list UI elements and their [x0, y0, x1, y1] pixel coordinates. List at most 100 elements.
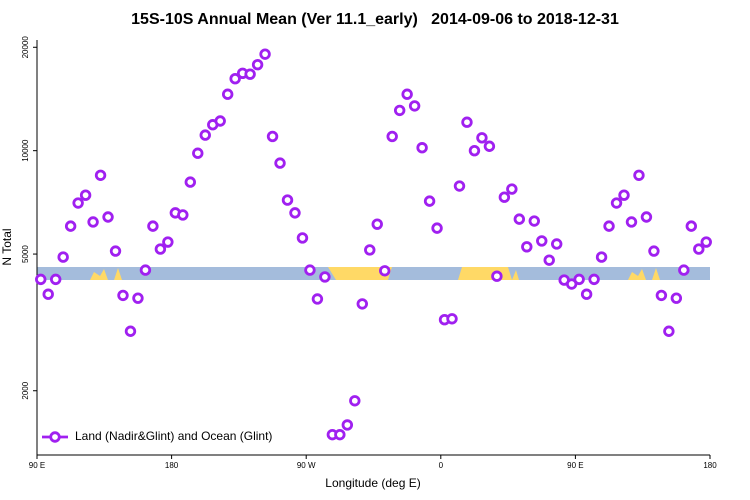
data-point	[693, 243, 705, 255]
data-point	[618, 189, 630, 201]
land-ocean-strip	[37, 267, 710, 280]
data-point	[364, 244, 376, 256]
data-point	[221, 88, 234, 100]
data-point	[177, 209, 189, 221]
data-point	[124, 325, 137, 337]
land	[328, 267, 392, 280]
data-point	[491, 270, 503, 282]
data-point	[528, 215, 540, 227]
y-tick-label: 10000	[21, 139, 30, 162]
data-point	[498, 191, 511, 203]
data-point	[551, 238, 563, 250]
data-point	[311, 293, 324, 305]
data-point	[266, 130, 279, 143]
data-point	[580, 288, 593, 300]
data-point	[147, 220, 159, 232]
data-point	[416, 142, 428, 154]
land	[458, 267, 519, 280]
data-point	[259, 48, 271, 60]
data-point	[49, 273, 62, 286]
data-point	[244, 68, 256, 80]
data-point	[640, 211, 653, 223]
y-axis-label: N Total	[0, 228, 14, 265]
data-point	[35, 273, 47, 286]
data-point	[184, 176, 196, 188]
x-axis-label: Longitude (deg E)	[325, 476, 420, 490]
data-point	[700, 236, 712, 248]
data-point	[431, 222, 443, 234]
y-tick-label: 2000	[21, 381, 30, 399]
data-point	[57, 251, 69, 263]
data-point	[79, 189, 92, 201]
data-point	[610, 197, 623, 209]
data-point	[281, 194, 294, 206]
data-point	[625, 216, 638, 228]
data-point	[72, 197, 84, 209]
data-point	[199, 129, 211, 141]
chart-title: 15S-10S Annual Mean (Ver 11.1_early) 201…	[131, 11, 619, 28]
data-point	[670, 292, 683, 304]
data-point	[536, 235, 548, 247]
data-point	[87, 216, 99, 228]
data-point	[408, 100, 421, 112]
data-point	[296, 232, 309, 244]
data-point	[461, 116, 473, 128]
data-point	[663, 325, 675, 337]
data-point	[109, 245, 122, 257]
data-point	[386, 130, 398, 143]
data-point	[132, 292, 144, 304]
data-point	[102, 211, 114, 223]
data-point	[192, 147, 204, 159]
data-point	[319, 271, 331, 283]
data-point	[379, 265, 391, 277]
data-point	[154, 243, 167, 255]
data-point	[349, 395, 361, 407]
data-point	[483, 140, 496, 152]
data-point	[678, 264, 690, 276]
data-point	[685, 220, 698, 232]
data-point	[655, 289, 668, 302]
data-point	[521, 241, 533, 253]
y-tick-label: 20000	[21, 36, 30, 59]
x-tick-label: 180	[703, 461, 717, 470]
data-point	[453, 180, 466, 192]
data-point	[94, 169, 107, 181]
data-point	[393, 104, 406, 117]
data-point	[289, 207, 301, 219]
data-point	[513, 213, 526, 225]
data-point	[588, 273, 600, 286]
data-point	[117, 289, 129, 302]
data-point	[423, 195, 436, 207]
data-point	[162, 236, 174, 248]
legend-marker	[49, 431, 61, 443]
x-tick-label: 90 E	[567, 461, 583, 470]
data-point	[251, 58, 264, 71]
y-tick-label: 5000	[21, 245, 30, 263]
data-point	[334, 428, 346, 441]
x-tick-label: 180	[165, 461, 179, 470]
data-point	[476, 132, 488, 144]
x-tick-label: 0	[439, 461, 444, 470]
data-point	[595, 251, 608, 263]
data-point	[468, 144, 481, 157]
x-tick-label: 90 E	[29, 461, 45, 470]
data-point	[401, 88, 413, 100]
data-point	[341, 419, 354, 431]
data-point	[371, 218, 383, 230]
data-point	[356, 298, 368, 310]
data-point	[274, 157, 286, 169]
data-point	[229, 73, 241, 85]
data-point	[633, 169, 645, 181]
data-point	[139, 264, 152, 276]
data-point	[603, 220, 615, 232]
land	[90, 268, 122, 280]
x-tick-label: 90 W	[297, 461, 316, 470]
data-point	[648, 245, 660, 257]
data-point	[64, 220, 77, 232]
legend-label: Land (Nadir&Glint) and Ocean (Glint)	[75, 429, 272, 443]
data-point	[304, 264, 316, 276]
land	[628, 268, 660, 280]
data-point	[214, 115, 226, 127]
data-point	[543, 254, 555, 266]
